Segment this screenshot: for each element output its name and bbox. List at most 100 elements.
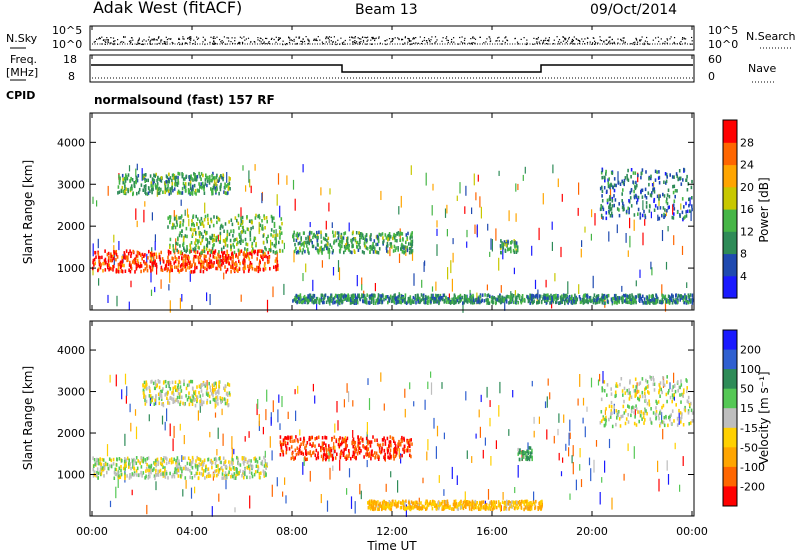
echo-cell: [177, 237, 179, 241]
echo-cell: [303, 231, 305, 235]
echo-cell: [603, 176, 605, 180]
echo-cell: [339, 249, 341, 253]
noise-point: [462, 42, 463, 43]
echo-cell: [325, 443, 327, 447]
noise-point: [620, 39, 621, 40]
echo-cell: [272, 234, 274, 238]
speckle-cell: [421, 280, 422, 288]
noise-point: [308, 40, 309, 41]
echo-cell: [689, 209, 691, 213]
echo-cell: [216, 236, 218, 240]
echo-cell: [484, 299, 486, 303]
echo-cell: [328, 237, 330, 241]
echo-cell: [637, 294, 639, 298]
echo-cell: [276, 257, 278, 261]
noise-point: [184, 39, 185, 40]
speckle-cell: [283, 284, 284, 295]
echo-cell: [309, 452, 311, 456]
echo-cell: [256, 257, 258, 261]
echo-cell: [242, 216, 244, 220]
echo-cell: [179, 244, 181, 248]
noise-point: [606, 40, 607, 41]
echo-cell: [169, 215, 171, 219]
echo-cell: [216, 174, 218, 178]
echo-cell: [623, 208, 625, 212]
echo-cell: [633, 190, 635, 194]
speckle-cell: [210, 294, 211, 305]
noise-point: [593, 37, 594, 38]
echo-cell: [644, 297, 646, 301]
echo-cell: [222, 178, 224, 182]
echo-cell: [484, 293, 486, 297]
echo-cell: [387, 455, 389, 459]
echo-cell: [124, 256, 126, 260]
speckle-cell: [593, 276, 594, 288]
echo-cell: [679, 169, 681, 173]
speckle-cell: [572, 455, 573, 463]
echo-cell: [328, 248, 330, 252]
noise-point: [106, 37, 107, 38]
echo-cell: [285, 444, 287, 448]
speckle-cell: [478, 175, 479, 182]
echo-cell: [181, 214, 183, 218]
echo-cell: [502, 296, 504, 300]
echo-cell: [173, 176, 175, 180]
echo-cell: [202, 174, 204, 178]
noise-point: [196, 37, 197, 38]
echo-cell: [119, 467, 121, 471]
echo-cell: [178, 459, 180, 463]
speckle-cell: [545, 401, 546, 408]
echo-cell: [333, 446, 335, 450]
speckle-cell: [251, 186, 252, 193]
noise-right-tick-bottom: 10^0: [708, 38, 738, 51]
echo-cell: [260, 471, 262, 475]
noise-point: [99, 37, 100, 38]
speckle-cell: [450, 260, 451, 273]
echo-cell: [582, 299, 584, 303]
echo-cell: [602, 295, 604, 299]
echo-cell: [195, 459, 197, 463]
speckle-cell: [170, 424, 171, 437]
noise-point: [461, 41, 462, 42]
speckle-cell: [534, 431, 535, 438]
echo-cell: [502, 243, 504, 247]
echo-cell: [174, 471, 176, 475]
speckle-cell: [336, 401, 337, 412]
echo-cell: [318, 251, 320, 255]
echo-cell: [636, 184, 638, 188]
echo-cell: [377, 443, 379, 447]
echo-cell: [692, 294, 694, 298]
echo-cell: [410, 438, 412, 442]
noise-point: [420, 36, 421, 37]
echo-cell: [183, 177, 185, 181]
speckle-cell: [680, 203, 681, 209]
noise-point: [354, 40, 355, 41]
echo-cell: [377, 235, 379, 239]
echo-cell: [123, 264, 125, 268]
noise-point: [609, 37, 610, 38]
echo-cell: [93, 465, 95, 469]
echo-cell: [314, 437, 316, 441]
echo-cell: [213, 224, 215, 228]
speckle-cell: [515, 290, 516, 295]
echo-cell: [124, 251, 126, 255]
echo-cell: [641, 299, 643, 303]
speckle-cell: [427, 382, 428, 389]
echo-cell: [195, 192, 197, 196]
echo-cell: [225, 192, 227, 196]
echo-cell: [101, 463, 103, 467]
echo-cell: [239, 235, 241, 239]
echo-cell: [686, 175, 688, 179]
echo-cell: [183, 182, 185, 186]
speckle-cell: [644, 219, 645, 226]
echo-cell: [404, 445, 406, 449]
speckle-cell: [297, 386, 298, 394]
echo-cell: [308, 251, 310, 255]
echo-cell: [393, 299, 395, 303]
echo-cell: [279, 233, 281, 237]
noise-point: [625, 42, 626, 43]
echo-cell: [136, 462, 138, 466]
echo-cell: [157, 470, 159, 474]
echo-cell: [331, 449, 333, 453]
